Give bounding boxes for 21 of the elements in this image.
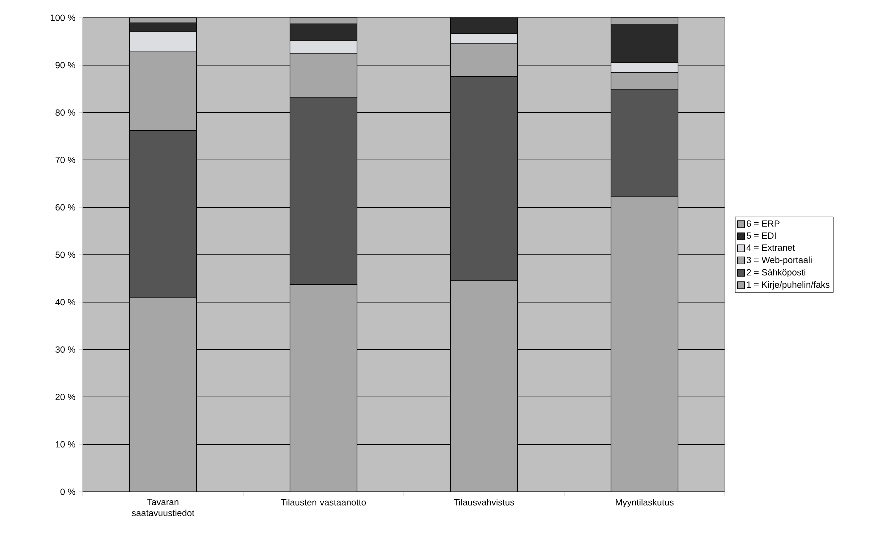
y-tick-label: 90 % [56,62,76,69]
y-tick-label: 0 % [60,488,76,496]
y-tick-label: 80 % [56,110,76,116]
x-tick-label: Tilausvahvistus [454,499,514,506]
x-tick-label: Myyntilaskutus [616,499,674,508]
y-tick-label: 10 % [56,441,76,448]
y-tick-label: 40 % [56,299,76,306]
legend-label: 2 = Sähköposti [747,269,806,278]
y-tick-label: 20 % [56,394,76,400]
y-tick-label: 70 % [56,157,76,164]
x-tick-label: Tavaran saatavuustiedot [132,499,195,516]
y-tick-label: 50 % [56,252,76,258]
legend-label: 1 = Kirje/puhelin/faks [747,281,830,290]
legend-label: 4 = Extranet [746,244,796,252]
y-tick-label: 100 % [51,14,76,22]
y-tick-label: 30 % [56,346,76,353]
legend-label: 6 = ERP [747,220,780,228]
legend-label: 5 = EDI [746,232,776,240]
legend-label: 3 = Web-portaali [746,256,812,266]
x-tick-label: Tilausten vastaanotto [281,499,366,506]
y-tick-label: 60 % [56,204,76,211]
